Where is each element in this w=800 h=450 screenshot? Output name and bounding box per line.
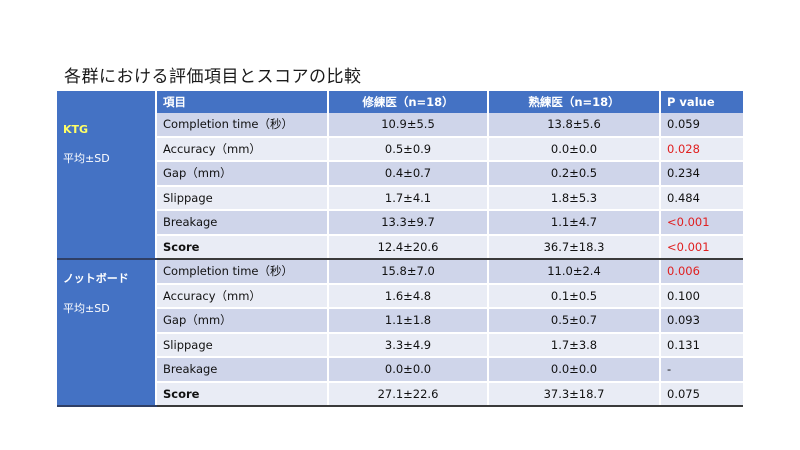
p-value-cell: 0.028	[660, 136, 743, 162]
item-cell: Completion time（秒）	[156, 259, 329, 285]
table-row: Slippage 1.7±4.1 1.8±5.3 0.484	[57, 185, 743, 211]
item-cell: Gap（mm）	[156, 308, 329, 334]
expert-value-cell: 37.3±18.7	[488, 381, 661, 407]
p-value-cell: 0.131	[660, 332, 743, 358]
group-label-cell: ノットボード 平均±SD	[57, 259, 157, 407]
table-row: Score 27.1±22.6 37.3±18.7 0.075	[57, 381, 743, 407]
trainee-value-cell: 12.4±20.6	[328, 234, 489, 260]
expert-value-cell: 0.0±0.0	[488, 136, 661, 162]
p-value-cell: <0.001	[660, 234, 743, 260]
table-row: Accuracy（mm） 0.5±0.9 0.0±0.0 0.028	[57, 136, 743, 162]
table-row: Gap（mm） 0.4±0.7 0.2±0.5 0.234	[57, 161, 743, 187]
expert-value-cell: 0.5±0.7	[488, 308, 661, 334]
p-value-cell: 0.059	[660, 113, 743, 138]
item-cell: Breakage	[156, 210, 329, 236]
expert-value-cell: 1.8±5.3	[488, 185, 661, 211]
table-row: ノットボード 平均±SD Completion time（秒） 15.8±7.0 11.…	[57, 259, 743, 407]
header-item: 項目	[156, 91, 329, 113]
table-body: KTG 平均±SD Completion time（秒） 10.9±5.5 13.8±5…	[57, 113, 743, 407]
header-group	[57, 91, 157, 113]
trainee-value-cell: 13.3±9.7	[328, 210, 489, 236]
trainee-value-cell: 0.5±0.9	[328, 136, 489, 162]
p-value-cell: 0.484	[660, 185, 743, 211]
expert-value-cell: 13.8±5.6	[488, 113, 661, 138]
table-row: Gap（mm） 1.1±1.8 0.5±0.7 0.093	[57, 308, 743, 334]
item-cell: Score	[156, 234, 329, 260]
trainee-value-cell: 3.3±4.9	[328, 332, 489, 358]
expert-value-cell: 0.1±0.5	[488, 283, 661, 309]
expert-value-cell: 0.2±0.5	[488, 161, 661, 187]
item-cell: Accuracy（mm）	[156, 136, 329, 162]
item-cell: Slippage	[156, 185, 329, 211]
trainee-value-cell: 1.6±4.8	[328, 283, 489, 309]
group-subtitle: 平均±SD	[63, 302, 110, 315]
p-value-cell: <0.001	[660, 210, 743, 236]
group-name: ノットボード	[63, 272, 129, 285]
trainee-value-cell: 0.4±0.7	[328, 161, 489, 187]
group-label-cell: KTG 平均±SD	[57, 113, 157, 260]
header-p-value: P value	[660, 91, 743, 113]
header-trainee: 修練医（n=18）	[328, 91, 489, 113]
p-value-cell: 0.100	[660, 283, 743, 309]
item-cell: Gap（mm）	[156, 161, 329, 187]
item-cell: Slippage	[156, 332, 329, 358]
expert-value-cell: 1.1±4.7	[488, 210, 661, 236]
table-row: Breakage 13.3±9.7 1.1±4.7 <0.001	[57, 210, 743, 236]
group-name: KTG	[63, 123, 89, 136]
trainee-value-cell: 0.0±0.0	[328, 357, 489, 383]
p-value-cell: 0.006	[660, 259, 743, 285]
table-row: KTG 平均±SD Completion time（秒） 10.9±5.5 13.8±5…	[57, 113, 743, 260]
group-subtitle: 平均±SD	[63, 152, 110, 165]
item-cell: Accuracy（mm）	[156, 283, 329, 309]
item-cell: Breakage	[156, 357, 329, 383]
table-header-row: 項目 修練医（n=18） 熟練医（n=18） P value	[57, 91, 743, 113]
header-expert: 熟練医（n=18）	[488, 91, 661, 113]
comparison-table: 項目 修練医（n=18） 熟練医（n=18） P value KTG 平均±SD C…	[57, 91, 743, 407]
table-row: Breakage 0.0±0.0 0.0±0.0-	[57, 357, 743, 383]
p-value-cell: -	[660, 357, 743, 383]
trainee-value-cell: 10.9±5.5	[328, 113, 489, 138]
trainee-value-cell: 27.1±22.6	[328, 381, 489, 407]
item-cell: Score	[156, 381, 329, 407]
page-title: 各群における評価項目とスコアの比較	[64, 67, 362, 87]
trainee-value-cell: 1.1±1.8	[328, 308, 489, 334]
trainee-value-cell: 15.8±7.0	[328, 259, 489, 285]
expert-value-cell: 0.0±0.0	[488, 357, 661, 383]
trainee-value-cell: 1.7±4.1	[328, 185, 489, 211]
table-row: Score 12.4±20.6 36.7±18.3 <0.001	[57, 234, 743, 260]
expert-value-cell: 36.7±18.3	[488, 234, 661, 260]
p-value-cell: 0.234	[660, 161, 743, 187]
table-row: Accuracy（mm） 1.6±4.8 0.1±0.5 0.100	[57, 283, 743, 309]
p-value-cell: 0.075	[660, 381, 743, 407]
table-row: Slippage 3.3±4.9 1.7±3.8 0.131	[57, 332, 743, 358]
expert-value-cell: 11.0±2.4	[488, 259, 661, 285]
item-cell: Completion time（秒）	[156, 113, 329, 138]
expert-value-cell: 1.7±3.8	[488, 332, 661, 358]
p-value-cell: 0.093	[660, 308, 743, 334]
